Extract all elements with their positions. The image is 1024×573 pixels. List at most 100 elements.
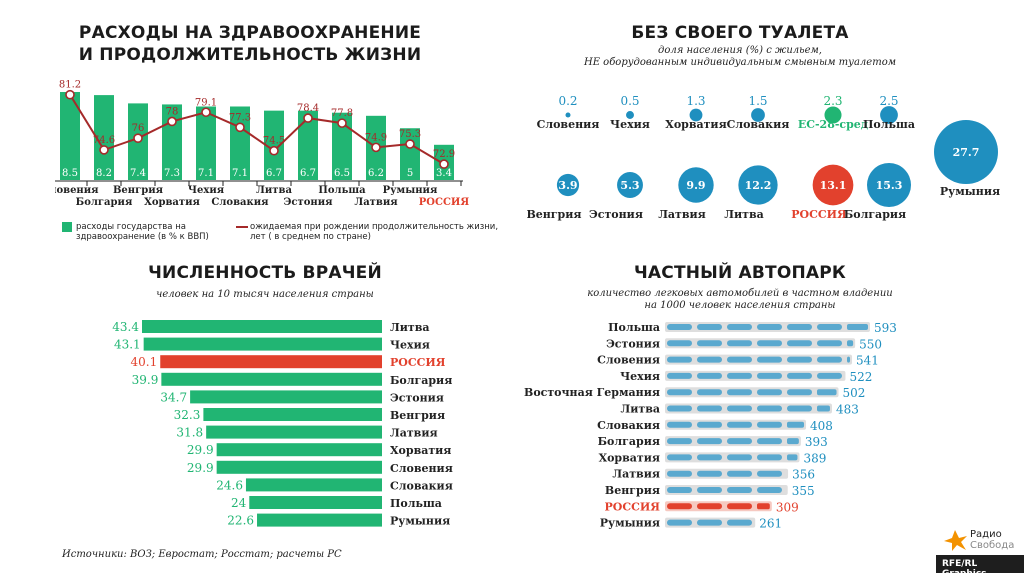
graphics-credit: RFE/RL Graphics xyxy=(936,555,1024,573)
cars-car-0-1 xyxy=(697,324,722,330)
toilet-bubble-11 xyxy=(812,164,854,206)
toilet-category-1: Чехия xyxy=(610,118,650,131)
doctors-category-3: Болгария xyxy=(390,374,452,387)
toilet-value-9: 9.9 xyxy=(686,179,705,192)
panel1-title: РАСХОДЫ НА ЗДРАВООХРАНЕНИЕ И ПРОДОЛЖИТЕЛ… xyxy=(40,22,460,66)
doctors-bar-6 xyxy=(206,425,382,439)
health-bar-value-4: 7.1 xyxy=(198,168,214,179)
doctors-bar-9 xyxy=(245,478,382,492)
doctors-category-5: Венгрия xyxy=(390,409,445,422)
panel4-subtitle-line2: на 1000 человек населения страны xyxy=(644,300,836,311)
cars-car-12-1 xyxy=(697,519,722,526)
legend-bar-swatch xyxy=(62,222,72,232)
cars-car-8-0 xyxy=(667,454,692,461)
life-value-9: 74.9 xyxy=(365,132,387,143)
health-spending-chart: 8.5 8.2 7.4 7.3 7.1 7.1 6.7 6.7 6.5 6.2 5 3.4 81.2 74… xyxy=(55,80,469,208)
cars-car-9-2 xyxy=(727,470,752,477)
health-bar-1 xyxy=(94,95,114,180)
toilet-value-11: 13.1 xyxy=(820,179,847,192)
toilet-bubble-6 xyxy=(934,120,998,184)
toilet-category-9: Латвия xyxy=(658,208,706,221)
cars-car-10-1 xyxy=(697,487,722,493)
doctors-category-7: Хорватия xyxy=(390,444,451,457)
sources-note: Источники: ВОЗ; Евростат; Росстат; расче… xyxy=(62,549,342,560)
cars-car-0-4 xyxy=(787,324,812,330)
cars-category-7: Болгария xyxy=(598,435,660,448)
toilet-category-0: Словения xyxy=(537,118,600,131)
cars-category-5: Литва xyxy=(621,403,660,416)
doctors-bar-8 xyxy=(216,460,382,474)
doctors-bar-3 xyxy=(161,372,382,386)
cars-category-10: Венгрия xyxy=(605,484,660,497)
life-point-8 xyxy=(337,118,347,128)
toilet-value-3: 1.5 xyxy=(748,94,767,108)
panel2-subtitle-line1: доля населения (%) с жильем, xyxy=(658,45,822,56)
cars-car-4-0 xyxy=(667,389,692,396)
cars-car-2-0 xyxy=(667,356,692,363)
cars-car-3-2 xyxy=(727,372,752,379)
health-bar-value-2: 7.4 xyxy=(130,168,146,179)
cars-car-4-1 xyxy=(697,389,722,396)
toilet-category-10: Литва xyxy=(724,208,763,221)
cars-category-12: Румыния xyxy=(600,517,660,530)
cars-car-11-1 xyxy=(697,503,722,510)
cars-car-1-0 xyxy=(667,340,692,347)
health-category-6: Литва xyxy=(256,185,292,196)
life-expectancy-line xyxy=(69,94,445,165)
cars-car-2-3 xyxy=(757,356,782,363)
cars-car-3-0 xyxy=(667,372,692,379)
toilet-bubble-chart: 0.2 Словения 0.5 Чехия 1.3 Хорватия 1.5 Словаки… xyxy=(526,94,1000,221)
cars-category-3: Чехия xyxy=(620,370,660,383)
cars-bar-track-10 xyxy=(665,485,788,495)
toilet-bubble-3 xyxy=(751,108,765,122)
toilet-bubble-4 xyxy=(824,106,842,124)
doctors-value-10: 24 xyxy=(231,496,247,510)
cars-car-5-3 xyxy=(757,405,782,412)
toilet-value-1: 0.5 xyxy=(620,94,639,108)
life-point-1 xyxy=(99,145,109,155)
cars-car-9-0 xyxy=(667,470,692,477)
logo-flame-icon xyxy=(944,530,967,551)
health-bar-10 xyxy=(400,128,420,180)
doctors-bar-11 xyxy=(257,513,382,527)
radio-svoboda-logo: Радио Свобода xyxy=(942,528,1020,554)
doctors-category-6: Латвия xyxy=(390,427,438,440)
cars-car-7-3 xyxy=(757,438,782,445)
doctors-bar-4 xyxy=(190,390,382,404)
toilet-value-0: 0.2 xyxy=(558,94,577,108)
panel1-title-line2: И ПРОДОЛЖИТЕЛЬНОСТЬ ЖИЗНИ xyxy=(78,45,422,65)
cars-car-0-0 xyxy=(667,324,692,330)
toilet-value-8: 5.3 xyxy=(620,179,639,192)
cars-value-11: 309 xyxy=(776,500,799,514)
toilet-category-12: Болгария xyxy=(844,208,906,221)
life-value-10: 75.3 xyxy=(399,129,421,140)
cars-value-5: 483 xyxy=(836,403,859,417)
cars-car-7-1 xyxy=(697,438,722,445)
cars-car-partial-7 xyxy=(787,438,799,445)
doctors-bar-1 xyxy=(143,337,382,351)
cars-car-partial-2 xyxy=(847,356,851,363)
doctors-value-5: 32.3 xyxy=(174,408,201,422)
cars-category-2: Словения xyxy=(597,354,660,367)
life-point-9 xyxy=(371,142,381,153)
cars-car-3-3 xyxy=(757,372,782,379)
health-bar-value-1: 8.2 xyxy=(96,168,112,179)
life-point-4 xyxy=(201,107,211,118)
cars-car-3-5 xyxy=(817,372,842,379)
panel1-title-line1: РАСХОДЫ НА ЗДРАВООХРАНЕНИЕ xyxy=(78,23,422,43)
health-bar-4 xyxy=(196,106,216,180)
legend-line-label: ожидаемая при рождении продолжительность… xyxy=(250,222,499,242)
cars-car-9-1 xyxy=(697,470,722,477)
cars-car-2-1 xyxy=(697,356,722,363)
cars-car-10-3 xyxy=(757,487,782,493)
doctors-value-0: 43.4 xyxy=(112,320,139,334)
toilet-category-5: Польша xyxy=(863,118,915,131)
life-value-7: 78.4 xyxy=(297,103,319,114)
cars-car-8-2 xyxy=(727,454,752,461)
cars-bar-track-9 xyxy=(665,468,789,479)
toilet-value-6: 27.7 xyxy=(953,146,980,159)
doctors-bar-2 xyxy=(160,355,382,369)
panel2-subtitle: доля населения (%) с жильем, НЕ оборудов… xyxy=(540,45,940,69)
cars-car-5-2 xyxy=(727,405,752,412)
doctors-value-8: 29.9 xyxy=(187,461,214,475)
